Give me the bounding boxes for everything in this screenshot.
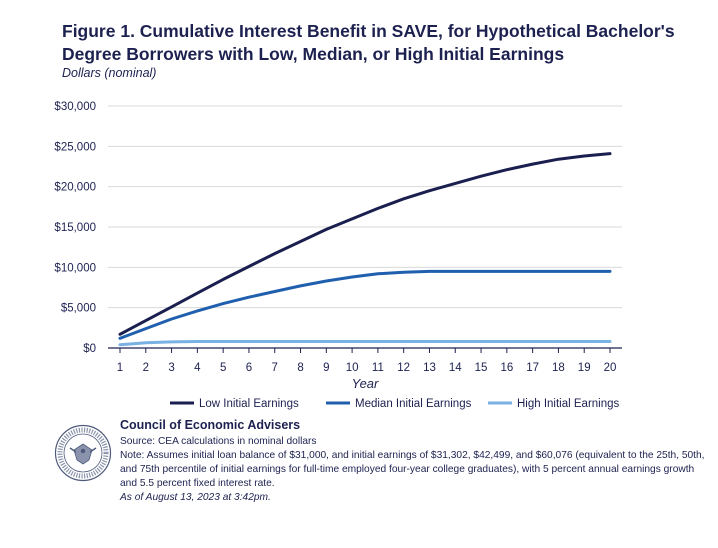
x-tick-label: 11: [372, 362, 384, 374]
x-tick-label: 7: [272, 362, 278, 374]
series-line-high-initial-earnings: [118, 340, 612, 347]
chart-subtitle: Dollars (nominal): [62, 66, 157, 80]
legend-label: Median Initial Earnings: [355, 398, 472, 410]
x-tick-label: 20: [604, 362, 617, 374]
x-tick-label: 14: [449, 362, 462, 374]
x-tick-label: 18: [552, 362, 565, 374]
legend: Low Initial Earnings Median Initial Earni…: [170, 398, 620, 410]
y-tick-label: $0: [83, 343, 96, 355]
x-tick-label: 15: [475, 362, 488, 374]
x-axis: 1 2 3 4 5 6 7 8 9 10 11 12 13 14 15 16 17 18 19 20: [108, 347, 622, 374]
series-line-median-initial-earnings: [118, 269, 612, 340]
x-tick-label: 9: [323, 362, 329, 374]
x-tick-label: 19: [578, 362, 591, 374]
y-tick-label: $15,000: [54, 222, 96, 234]
footer-org: Council of Economic Advisers: [120, 418, 301, 432]
footer: Council of Economic Advisers Source: CEA…: [120, 418, 710, 505]
x-tick-label: 8: [297, 362, 303, 374]
y-axis-ticks: $0 $5,000 $10,000 $15,000 $20,000 $25,000 $30,…: [54, 101, 96, 355]
y-tick-label: $10,000: [54, 262, 96, 274]
y-tick-label: $30,000: [54, 101, 96, 113]
cea-seal-icon: [54, 424, 112, 482]
legend-item: Median Initial Earnings: [326, 398, 472, 410]
legend-label: Low Initial Earnings: [199, 398, 299, 410]
x-tick-label: 10: [346, 362, 359, 374]
line-chart: $0 $5,000 $10,000 $15,000 $20,000 $25,000 $30,…: [54, 101, 622, 410]
footer-asof: As of August 13, 2023 at 3:42pm.: [120, 492, 271, 503]
x-tick-label: 6: [246, 362, 252, 374]
footer-note: Note: Assumes initial loan balance of $3…: [120, 450, 705, 489]
x-tick-label: 1: [117, 362, 123, 374]
x-tick-label: 5: [220, 362, 226, 374]
legend-item: High Initial Earnings: [488, 398, 620, 410]
x-tick-label: 3: [168, 362, 174, 374]
y-tick-label: $5,000: [61, 303, 96, 315]
x-tick-label: 12: [397, 362, 410, 374]
y-tick-label: $25,000: [54, 141, 96, 153]
x-tick-label: 17: [526, 362, 539, 374]
series-lines: [118, 152, 612, 347]
series-line-low-initial-earnings: [118, 152, 612, 336]
legend-label: High Initial Earnings: [517, 398, 620, 410]
x-tick-label: 4: [194, 362, 201, 374]
footer-source: Source: CEA calculations in nominal doll…: [120, 436, 317, 447]
x-tick-label: 13: [423, 362, 436, 374]
y-tick-label: $20,000: [54, 182, 96, 194]
x-tick-label: 16: [500, 362, 513, 374]
x-tick-label: 2: [143, 362, 149, 374]
chart-title: Figure 1. Cumulative Interest Benefit in…: [62, 21, 675, 64]
legend-item: Low Initial Earnings: [170, 398, 299, 410]
x-axis-label: Year: [352, 376, 379, 391]
gridlines: [108, 105, 622, 309]
